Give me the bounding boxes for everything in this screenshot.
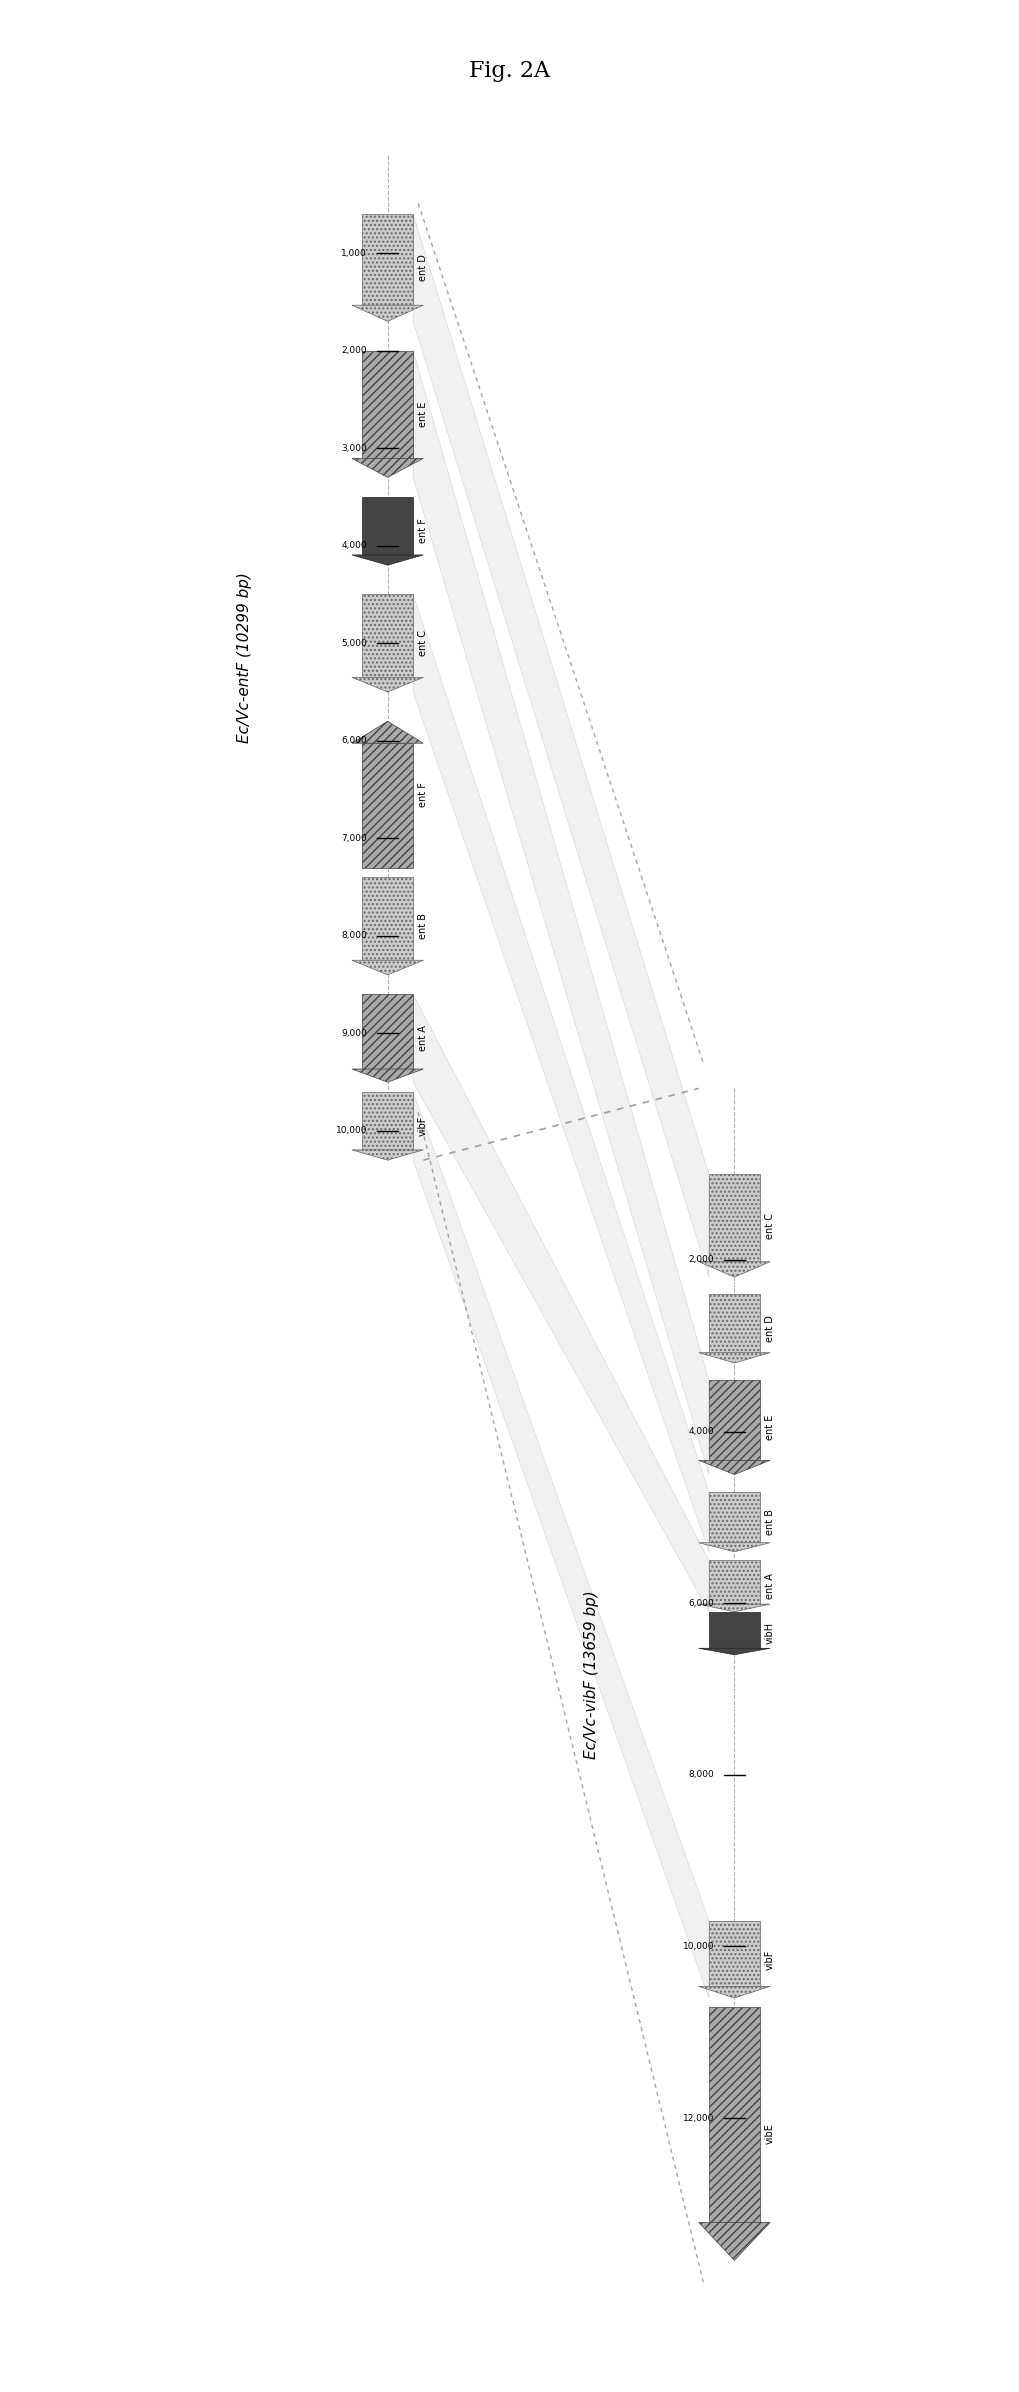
Text: vibH: vibH: [764, 1622, 774, 1643]
Text: 4,000: 4,000: [341, 541, 367, 550]
Bar: [362, 995, 413, 1069]
Text: 6,000: 6,000: [341, 737, 367, 746]
Text: 8,000: 8,000: [341, 930, 367, 940]
Bar: [708, 1380, 759, 1462]
Text: 12,000: 12,000: [682, 2115, 713, 2122]
Text: ent B: ent B: [764, 1509, 774, 1536]
Polygon shape: [413, 1091, 708, 1997]
Bar: [708, 1493, 759, 1543]
Text: Ec/Vc-vibF (13659 bp): Ec/Vc-vibF (13659 bp): [584, 1591, 598, 1758]
Polygon shape: [698, 1605, 769, 1612]
Text: 5,000: 5,000: [341, 639, 367, 648]
Text: ent D: ent D: [764, 1316, 774, 1342]
Bar: [362, 352, 413, 459]
Polygon shape: [352, 722, 423, 744]
Polygon shape: [352, 459, 423, 478]
Bar: [362, 498, 413, 555]
Polygon shape: [698, 1351, 769, 1363]
Polygon shape: [413, 352, 708, 1473]
Bar: [708, 1612, 759, 1648]
Polygon shape: [352, 677, 423, 691]
Text: ent C: ent C: [764, 1213, 774, 1239]
Bar: [708, 2007, 759, 2222]
Bar: [362, 744, 413, 868]
Text: 2,000: 2,000: [688, 1256, 713, 1265]
Text: ent A: ent A: [418, 1026, 428, 1050]
Polygon shape: [352, 1151, 423, 1160]
Bar: [708, 1560, 759, 1605]
Bar: [362, 878, 413, 959]
Text: ent A: ent A: [764, 1574, 774, 1598]
Text: 10,000: 10,000: [335, 1127, 367, 1136]
Text: 8,000: 8,000: [688, 1770, 713, 1780]
Text: vibF: vibF: [764, 1949, 774, 1969]
Polygon shape: [413, 213, 708, 1277]
Text: 10,000: 10,000: [682, 1942, 713, 1952]
Bar: [362, 213, 413, 306]
Text: ent B: ent B: [418, 914, 428, 940]
Text: 6,000: 6,000: [688, 1598, 713, 1607]
Text: ent C: ent C: [418, 629, 428, 655]
Polygon shape: [352, 306, 423, 321]
Text: ent F: ent F: [418, 782, 428, 806]
Polygon shape: [698, 1261, 769, 1277]
Bar: [708, 1921, 759, 1985]
Text: vibF: vibF: [418, 1115, 428, 1136]
Bar: [362, 1091, 413, 1151]
Polygon shape: [698, 1462, 769, 1473]
Polygon shape: [698, 1985, 769, 1997]
Polygon shape: [698, 1648, 769, 1655]
Polygon shape: [352, 959, 423, 976]
Text: 4,000: 4,000: [688, 1428, 713, 1435]
Bar: [708, 1294, 759, 1351]
Polygon shape: [698, 2222, 769, 2260]
Bar: [708, 1174, 759, 1261]
Text: ent E: ent E: [418, 402, 428, 426]
Polygon shape: [352, 555, 423, 565]
Text: vibE: vibE: [764, 2124, 774, 2143]
Polygon shape: [413, 995, 708, 1612]
Polygon shape: [698, 1543, 769, 1552]
Text: ent D: ent D: [418, 254, 428, 282]
Text: 1,000: 1,000: [341, 249, 367, 258]
Polygon shape: [413, 596, 708, 1552]
Polygon shape: [352, 1069, 423, 1081]
Text: 2,000: 2,000: [341, 347, 367, 354]
Text: Ec/Vc-entF (10299 bp): Ec/Vc-entF (10299 bp): [237, 572, 252, 744]
Text: ent F: ent F: [418, 519, 428, 543]
Text: 7,000: 7,000: [341, 835, 367, 842]
Text: ent E: ent E: [764, 1414, 774, 1440]
Text: 3,000: 3,000: [341, 443, 367, 452]
Text: 9,000: 9,000: [341, 1029, 367, 1038]
Bar: [362, 596, 413, 677]
Text: Fig. 2A: Fig. 2A: [469, 60, 550, 81]
